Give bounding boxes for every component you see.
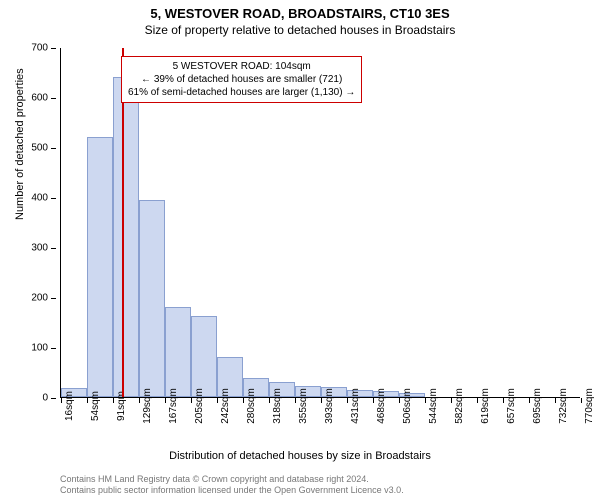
y-axis-title: Number of detached properties xyxy=(14,68,26,220)
y-tick-label: 100 xyxy=(31,343,48,354)
x-tick xyxy=(87,398,88,403)
x-tick-label: 619sqm xyxy=(480,388,491,424)
histogram-bar xyxy=(113,77,138,397)
x-tick xyxy=(425,398,426,403)
footer-line2: Contains public sector information licen… xyxy=(60,485,404,496)
y-tick xyxy=(51,248,56,249)
y-tick-label: 700 xyxy=(31,43,48,54)
histogram-bar xyxy=(165,307,190,397)
x-tick-label: 431sqm xyxy=(350,388,361,424)
x-tick xyxy=(503,398,504,403)
x-tick xyxy=(217,398,218,403)
x-tick-label: 205sqm xyxy=(194,388,205,424)
x-tick xyxy=(555,398,556,403)
x-tick-label: 280sqm xyxy=(246,388,257,424)
annotation-line: ← 39% of detached houses are smaller (72… xyxy=(128,73,355,86)
x-tick xyxy=(373,398,374,403)
x-tick xyxy=(451,398,452,403)
y-tick xyxy=(51,98,56,99)
chart-title-sub: Size of property relative to detached ho… xyxy=(0,21,600,37)
x-tick xyxy=(139,398,140,403)
y-tick xyxy=(51,398,56,399)
x-tick-label: 355sqm xyxy=(298,388,309,424)
y-tick-label: 500 xyxy=(31,143,48,154)
y-tick-label: 600 xyxy=(31,93,48,104)
x-tick xyxy=(295,398,296,403)
x-tick xyxy=(243,398,244,403)
y-tick-label: 200 xyxy=(31,293,48,304)
x-tick xyxy=(581,398,582,403)
x-tick xyxy=(321,398,322,403)
y-tick xyxy=(51,148,56,149)
annotation-box: 5 WESTOVER ROAD: 104sqm← 39% of detached… xyxy=(121,56,362,103)
x-tick xyxy=(477,398,478,403)
x-tick-label: 657sqm xyxy=(506,388,517,424)
x-tick-label: 582sqm xyxy=(454,388,465,424)
x-tick xyxy=(61,398,62,403)
x-axis-title: Distribution of detached houses by size … xyxy=(0,450,600,462)
x-tick-label: 506sqm xyxy=(402,388,413,424)
y-tick xyxy=(51,198,56,199)
x-tick-label: 468sqm xyxy=(376,388,387,424)
x-tick-label: 16sqm xyxy=(64,391,75,421)
x-tick xyxy=(399,398,400,403)
x-tick-label: 393sqm xyxy=(324,388,335,424)
histogram-bar xyxy=(139,200,164,398)
x-tick-label: 770sqm xyxy=(584,388,595,424)
x-tick-label: 695sqm xyxy=(532,388,543,424)
footer-line1: Contains HM Land Registry data © Crown c… xyxy=(60,474,404,485)
y-tick-label: 400 xyxy=(31,193,48,204)
x-tick xyxy=(191,398,192,403)
x-tick-label: 544sqm xyxy=(428,388,439,424)
x-tick xyxy=(165,398,166,403)
y-tick-label: 0 xyxy=(42,393,48,404)
annotation-line: 61% of semi-detached houses are larger (… xyxy=(128,86,355,99)
y-tick xyxy=(51,48,56,49)
x-tick xyxy=(269,398,270,403)
x-tick-label: 54sqm xyxy=(90,391,101,421)
y-tick xyxy=(51,348,56,349)
y-tick-label: 300 xyxy=(31,243,48,254)
x-tick-label: 167sqm xyxy=(168,388,179,424)
x-tick xyxy=(113,398,114,403)
x-tick xyxy=(529,398,530,403)
y-tick xyxy=(51,298,56,299)
chart-title-main: 5, WESTOVER ROAD, BROADSTAIRS, CT10 3ES xyxy=(0,0,600,21)
x-tick-label: 732sqm xyxy=(558,388,569,424)
plot-region: 010020030040050060070016sqm54sqm91sqm129… xyxy=(60,48,580,398)
annotation-line: 5 WESTOVER ROAD: 104sqm xyxy=(128,60,355,73)
chart-area: 010020030040050060070016sqm54sqm91sqm129… xyxy=(60,48,580,398)
x-tick-label: 242sqm xyxy=(220,388,231,424)
histogram-bar xyxy=(87,137,112,397)
footer-attribution: Contains HM Land Registry data © Crown c… xyxy=(60,474,404,497)
histogram-bar xyxy=(191,316,216,397)
x-tick xyxy=(347,398,348,403)
x-tick-label: 129sqm xyxy=(142,388,153,424)
x-tick-label: 318sqm xyxy=(272,388,283,424)
